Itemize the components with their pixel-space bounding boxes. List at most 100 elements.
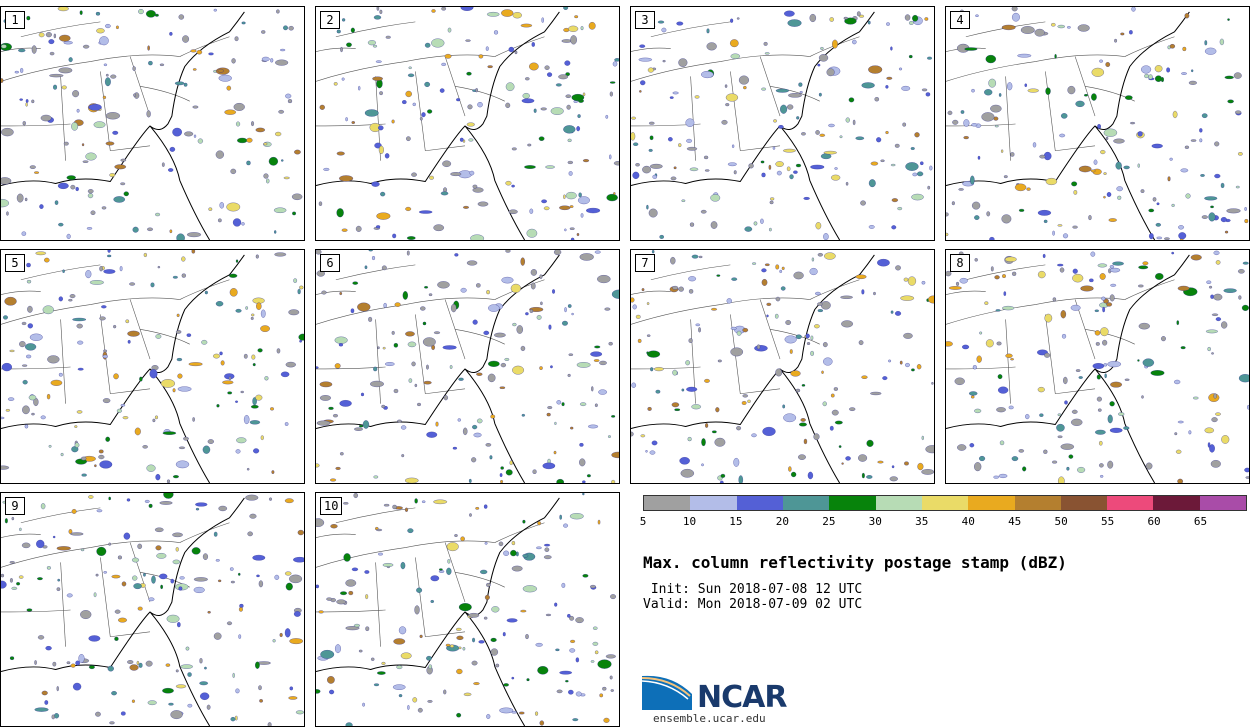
reflectivity-cell: [1090, 169, 1096, 173]
reflectivity-cell: [764, 52, 770, 55]
reflectivity-cell: [654, 367, 664, 372]
reflectivity-cell: [352, 281, 359, 285]
reflectivity-cell: [571, 94, 585, 102]
state-border: [316, 609, 386, 613]
reflectivity-cell: [48, 444, 52, 448]
reflectivity-cell: [473, 682, 480, 686]
reflectivity-cell: [1018, 208, 1025, 212]
reflectivity-cell: [21, 231, 27, 236]
reflectivity-cell: [74, 425, 78, 428]
reflectivity-cell: [946, 212, 949, 217]
reflectivity-cell: [823, 150, 837, 155]
reflectivity-cell: [353, 493, 358, 499]
reflectivity-cell: [567, 614, 571, 618]
reflectivity-cell: [196, 49, 203, 55]
reflectivity-cell: [44, 257, 50, 263]
reflectivity-cell: [1071, 181, 1078, 187]
reflectivity-cell: [548, 324, 552, 330]
reflectivity-cell: [1172, 110, 1178, 119]
reflectivity-cell: [813, 433, 820, 441]
reflectivity-cell: [414, 498, 418, 504]
reflectivity-cell: [341, 18, 346, 22]
reflectivity-cell: [645, 450, 648, 453]
reflectivity-cell: [1233, 72, 1242, 79]
reflectivity-cell: [86, 227, 93, 230]
reflectivity-cell: [647, 407, 652, 411]
coastline: [1, 254, 245, 483]
state-border: [770, 86, 820, 102]
reflectivity-cell: [593, 359, 600, 362]
reflectivity-cell: [156, 553, 167, 559]
reflectivity-cell: [907, 276, 917, 286]
colorbar: [643, 495, 1247, 511]
coastline: [1, 11, 245, 240]
reflectivity-cell: [958, 188, 964, 191]
reflectivity-cell: [903, 332, 913, 339]
reflectivity-cell: [787, 19, 802, 27]
state-border: [455, 86, 505, 102]
reflectivity-cell: [925, 92, 931, 97]
reflectivity-cell: [1063, 376, 1068, 385]
state-border: [965, 264, 1046, 281]
reflectivity-cell: [47, 355, 60, 364]
reflectivity-cell: [1207, 347, 1211, 352]
coastline: [631, 254, 875, 483]
reflectivity-cell: [1114, 38, 1118, 43]
reflectivity-cell: [447, 27, 452, 33]
reflectivity-map: [631, 10, 933, 240]
reflectivity-cell: [1169, 44, 1176, 49]
reflectivity-cell: [1014, 183, 1027, 192]
reflectivity-cell: [1034, 28, 1045, 37]
reflectivity-cell: [1141, 395, 1144, 399]
reflectivity-cell: [756, 344, 761, 350]
reflectivity-cell: [431, 9, 436, 13]
reflectivity-cell: [93, 592, 97, 598]
reflectivity-cell: [1142, 261, 1149, 266]
reflectivity-cell: [760, 160, 765, 164]
reflectivity-cell: [921, 469, 934, 475]
reflectivity-cell: [849, 407, 856, 411]
reflectivity-cell: [900, 295, 915, 301]
reflectivity-cell: [204, 666, 207, 670]
reflectivity-cell: [509, 460, 513, 466]
reflectivity-cell: [121, 581, 127, 587]
reflectivity-cell: [472, 424, 478, 430]
reflectivity-cell: [963, 136, 969, 140]
reflectivity-cell: [293, 278, 297, 283]
reflectivity-cell: [46, 394, 51, 400]
reflectivity-cell: [486, 290, 490, 295]
reflectivity-cell: [334, 336, 348, 344]
reflectivity-cell: [563, 7, 569, 10]
reflectivity-cell: [631, 132, 636, 141]
reflectivity-cell: [564, 60, 571, 66]
reflectivity-cell: [1099, 441, 1103, 446]
reflectivity-cell: [1208, 212, 1216, 222]
reflectivity-cell: [111, 691, 117, 696]
reflectivity-cell: [1214, 141, 1220, 147]
reflectivity-cell: [661, 27, 667, 33]
reflectivity-cell: [639, 90, 642, 93]
reflectivity-cell: [909, 21, 914, 25]
reflectivity-cell: [779, 269, 783, 273]
reflectivity-cell: [218, 579, 222, 583]
reflectivity-cell: [782, 404, 786, 409]
reflectivity-cell: [833, 387, 838, 391]
reflectivity-cell: [582, 480, 586, 483]
reflectivity-cell: [354, 427, 363, 431]
reflectivity-cell: [392, 504, 397, 510]
reflectivity-cell: [9, 349, 15, 353]
reflectivity-cell: [358, 424, 364, 428]
reflectivity-cell: [71, 509, 77, 514]
reflectivity-cell: [761, 279, 768, 286]
reflectivity-cell: [34, 707, 49, 712]
reflectivity-cell: [220, 360, 225, 366]
colorbar-segment: [1107, 496, 1154, 510]
reflectivity-cell: [426, 364, 429, 370]
reflectivity-cell: [246, 467, 250, 471]
reflectivity-cell: [407, 341, 417, 348]
reflectivity-cell: [673, 166, 677, 170]
reflectivity-cell: [295, 710, 304, 715]
reflectivity-cell: [841, 462, 844, 465]
reflectivity-cell: [500, 362, 506, 368]
state-border: [1085, 329, 1135, 345]
